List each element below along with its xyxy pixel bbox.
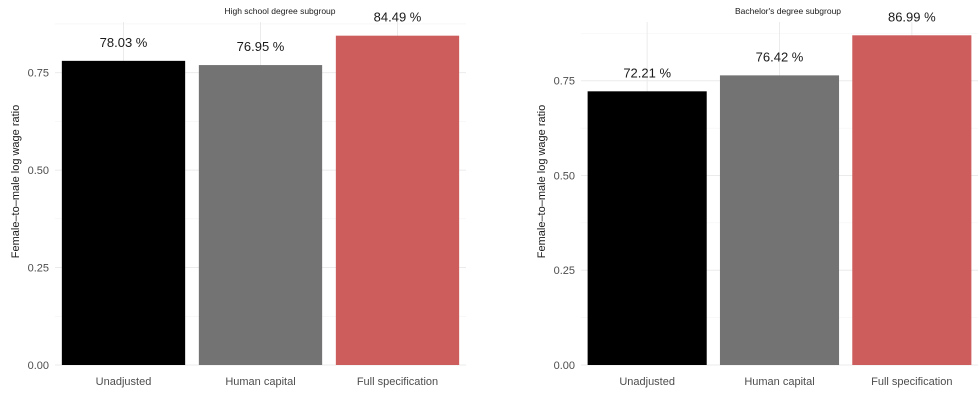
chart-title: High school degree subgroup xyxy=(224,6,335,16)
data-label: 72.21 % xyxy=(623,65,671,80)
x-tick-label: Unadjusted xyxy=(619,376,675,388)
bar-unadjusted xyxy=(61,60,186,365)
y-axis-title: Female–to–male log wage ratio xyxy=(10,105,22,258)
data-label: 76.95 % xyxy=(237,39,285,54)
data-label: 84.49 % xyxy=(374,10,422,25)
y-tick-label: 0.75 xyxy=(554,76,575,88)
bar-human-capital xyxy=(719,75,840,365)
y-tick-label: 0.25 xyxy=(28,263,49,275)
y-tick-label: 0.00 xyxy=(554,360,575,372)
chart-bachelors: 0.00 0.25 0.50 0.75 72.21 % Unadjusted 76.42 %… xyxy=(536,6,978,388)
x-tick-label: Full specification xyxy=(871,376,952,388)
y-tick-label: 0.00 xyxy=(28,360,49,372)
bar-unadjusted xyxy=(587,91,707,365)
chart-title: Bachelor's degree subgroup xyxy=(735,6,841,16)
data-label: 86.99 % xyxy=(888,9,936,24)
data-label: 76.42 % xyxy=(756,49,804,64)
bar-full-specification xyxy=(852,35,972,365)
x-tick-label: Unadjusted xyxy=(96,376,152,388)
x-tick-label: Full specification xyxy=(357,376,438,388)
data-label: 78.03 % xyxy=(100,35,148,50)
y-tick-label: 0.75 xyxy=(28,68,49,80)
x-tick-label: Human capital xyxy=(744,376,814,388)
chart-high-school: 0.00 0.25 0.50 0.75 78.03 % Unadjusted 76.95 %… xyxy=(10,6,466,388)
y-tick-label: 0.50 xyxy=(28,165,49,177)
x-tick-label: Human capital xyxy=(225,376,295,388)
y-tick-label: 0.50 xyxy=(554,170,575,182)
y-axis-title: Female–to–male log wage ratio xyxy=(536,105,548,258)
bar-full-specification xyxy=(335,35,460,365)
bar-human-capital xyxy=(198,65,323,365)
y-tick-label: 0.25 xyxy=(554,265,575,277)
